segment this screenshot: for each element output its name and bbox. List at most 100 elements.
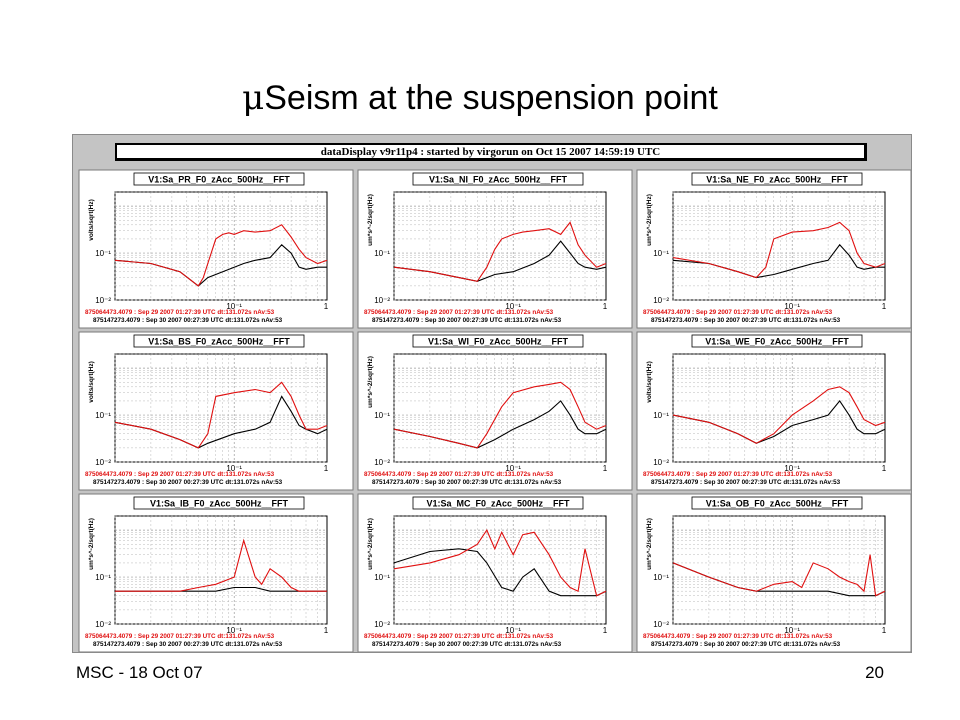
- panel-wi: V1:Sa_WI_F0_zAcc_500Hz__FFT 10⁻¹ 10⁻² 10⁻¹ 1…: [357, 331, 633, 491]
- x-tick-label: 1: [324, 626, 329, 635]
- y-tick-label: 10⁻¹: [95, 249, 111, 258]
- caption-black: 875147273.4079 : Sep 30 2007 00:27:39 UT…: [372, 641, 562, 648]
- panel-title: V1:Sa_NI_F0_zAcc_500Hz__FFT: [429, 175, 568, 185]
- slide-title-text: Seism at the suspension point: [264, 79, 718, 117]
- series-line-red: [115, 538, 327, 592]
- caption-red: 875064473.4079 : Sep 29 2007 01:27:39 UT…: [85, 309, 275, 316]
- caption-black: 875147273.4079 : Sep 30 2007 00:27:39 UT…: [372, 317, 562, 324]
- x-tick-label: 10⁻¹: [505, 302, 521, 311]
- y-tick-label: 10⁻²: [653, 458, 669, 467]
- x-tick-label: 10⁻¹: [784, 302, 800, 311]
- plot-area: [114, 515, 328, 625]
- plot-grid: V1:Sa_PR_F0_zAcc_500Hz__FFT 10⁻¹ 10⁻² 10⁻¹ 1…: [78, 169, 911, 652]
- caption-black: 875147273.4079 : Sep 30 2007 00:27:39 UT…: [651, 479, 841, 486]
- x-tick-label: 1: [882, 626, 887, 635]
- panel-title-box: [133, 334, 305, 348]
- y-tick-label: 10⁻²: [95, 296, 111, 305]
- panel-ib: V1:Sa_IB_F0_zAcc_500Hz__FFT 10⁻¹ 10⁻² 10⁻¹ 1…: [78, 493, 354, 652]
- plot-area: [114, 353, 328, 463]
- panel-title-box: [412, 334, 584, 348]
- y-tick-label: 10⁻²: [374, 620, 390, 629]
- caption-red: 875064473.4079 : Sep 29 2007 01:27:39 UT…: [643, 471, 833, 478]
- caption-red: 875064473.4079 : Sep 29 2007 01:27:39 UT…: [364, 309, 554, 316]
- panel-title-box: [691, 496, 863, 510]
- panel-title-box: [691, 172, 863, 186]
- caption-black: 875147273.4079 : Sep 30 2007 00:27:39 UT…: [93, 641, 283, 648]
- y-tick-label: 10⁻¹: [374, 411, 390, 420]
- y-tick-label: 10⁻¹: [374, 573, 390, 582]
- caption-black: 875147273.4079 : Sep 30 2007 00:27:39 UT…: [93, 317, 283, 324]
- y-axis-label: um*s^-2/sqrt(Hz): [366, 518, 374, 570]
- panel-title: V1:Sa_MC_F0_zAcc_500Hz__FFT: [426, 499, 570, 509]
- x-tick-label: 10⁻¹: [226, 626, 242, 635]
- y-axis-label: um*s^-2/sqrt(Hz): [366, 194, 374, 246]
- y-axis-label: volts/sqrt(Hz): [646, 361, 653, 403]
- y-tick-label: 10⁻²: [374, 296, 390, 305]
- y-axis-label: um*s^-2/sqrt(Hz): [645, 518, 653, 570]
- caption-black: 875147273.4079 : Sep 30 2007 00:27:39 UT…: [651, 641, 841, 648]
- slide-number: 20: [865, 663, 884, 682]
- caption-red: 875064473.4079 : Sep 29 2007 01:27:39 UT…: [85, 471, 275, 478]
- y-axis-label: um*s^-2/sqrt(Hz): [366, 356, 374, 408]
- caption-red: 875064473.4079 : Sep 29 2007 01:27:39 UT…: [364, 471, 554, 478]
- series-line-red: [672, 554, 886, 597]
- y-tick-label: 10⁻¹: [374, 249, 390, 258]
- slide-title: μSeism at the suspension point: [0, 78, 960, 118]
- x-tick-label: 1: [603, 302, 608, 311]
- panel-title: V1:Sa_BS_F0_zAcc_500Hz__FFT: [148, 337, 290, 347]
- caption-black: 875147273.4079 : Sep 30 2007 00:27:39 UT…: [372, 479, 562, 486]
- y-axis-label: volts/sqrt(Hz): [88, 199, 95, 241]
- panel-ni: V1:Sa_NI_F0_zAcc_500Hz__FFT 10⁻¹ 10⁻² 10⁻¹ 1…: [357, 169, 633, 329]
- y-tick-label: 10⁻¹: [95, 411, 111, 420]
- x-tick-label: 10⁻¹: [784, 626, 800, 635]
- panel-ne: V1:Sa_NE_F0_zAcc_500Hz__FFT 10⁻¹ 10⁻² 10⁻¹ 1…: [636, 169, 911, 329]
- x-tick-label: 1: [324, 464, 329, 473]
- caption-black: 875147273.4079 : Sep 30 2007 00:27:39 UT…: [651, 317, 841, 324]
- banner-wrap: dataDisplay v9r11p4 : started by virgoru…: [115, 143, 871, 165]
- x-tick-label: 1: [882, 302, 887, 311]
- y-tick-label: 10⁻²: [374, 458, 390, 467]
- panel-title: V1:Sa_WI_F0_zAcc_500Hz__FFT: [428, 337, 569, 347]
- panel-title: V1:Sa_IB_F0_zAcc_500Hz__FFT: [150, 499, 289, 509]
- x-tick-label: 1: [603, 626, 608, 635]
- plot-area: [672, 353, 886, 463]
- x-tick-label: 10⁻¹: [505, 626, 521, 635]
- y-tick-label: 10⁻²: [653, 296, 669, 305]
- x-tick-label: 10⁻¹: [226, 302, 242, 311]
- x-tick-label: 1: [603, 464, 608, 473]
- series-line-red: [393, 528, 607, 597]
- slide-title-mu: μ: [242, 78, 265, 118]
- plot-area: [393, 515, 607, 625]
- x-tick-label: 1: [324, 302, 329, 311]
- series-line-black: [393, 548, 607, 597]
- x-tick-label: 10⁻¹: [505, 464, 521, 473]
- panel-ob: V1:Sa_OB_F0_zAcc_500Hz__FFT 10⁻¹ 10⁻² 10⁻¹ 1…: [636, 493, 911, 652]
- y-tick-label: 10⁻²: [95, 458, 111, 467]
- panel-title-box: [412, 172, 584, 186]
- y-tick-label: 10⁻¹: [653, 249, 669, 258]
- panel-we: V1:Sa_WE_F0_zAcc_500Hz__FFT 10⁻¹ 10⁻² 10⁻¹ 1…: [636, 331, 911, 491]
- y-axis-label: volts/sqrt(Hz): [88, 361, 95, 403]
- y-axis-label: um*s^-2/sqrt(Hz): [645, 194, 653, 246]
- series-line-red: [114, 224, 328, 287]
- series-line-red: [393, 381, 607, 449]
- series-line-red: [672, 386, 886, 444]
- x-tick-label: 1: [882, 464, 887, 473]
- panel-title-box: [691, 334, 863, 348]
- series-line-red: [114, 381, 328, 449]
- y-tick-label: 10⁻¹: [653, 411, 669, 420]
- caption-black: 875147273.4079 : Sep 30 2007 00:27:39 UT…: [93, 479, 283, 486]
- plot-area: [672, 515, 886, 625]
- plot-area: [672, 191, 886, 301]
- y-tick-label: 10⁻¹: [95, 573, 111, 582]
- panel-title-box: [133, 172, 305, 186]
- plot-area: [393, 353, 607, 463]
- data-display-banner: dataDisplay v9r11p4 : started by virgoru…: [115, 143, 867, 161]
- caption-red: 875064473.4079 : Sep 29 2007 01:27:39 UT…: [364, 633, 554, 640]
- panel-title-box: [412, 496, 584, 510]
- panel-title: V1:Sa_OB_F0_zAcc_500Hz__FFT: [706, 499, 849, 509]
- panel-title-box: [133, 496, 305, 510]
- y-tick-label: 10⁻¹: [653, 573, 669, 582]
- caption-red: 875064473.4079 : Sep 29 2007 01:27:39 UT…: [643, 309, 833, 316]
- y-axis-label: um*s^-2/sqrt(Hz): [87, 518, 95, 570]
